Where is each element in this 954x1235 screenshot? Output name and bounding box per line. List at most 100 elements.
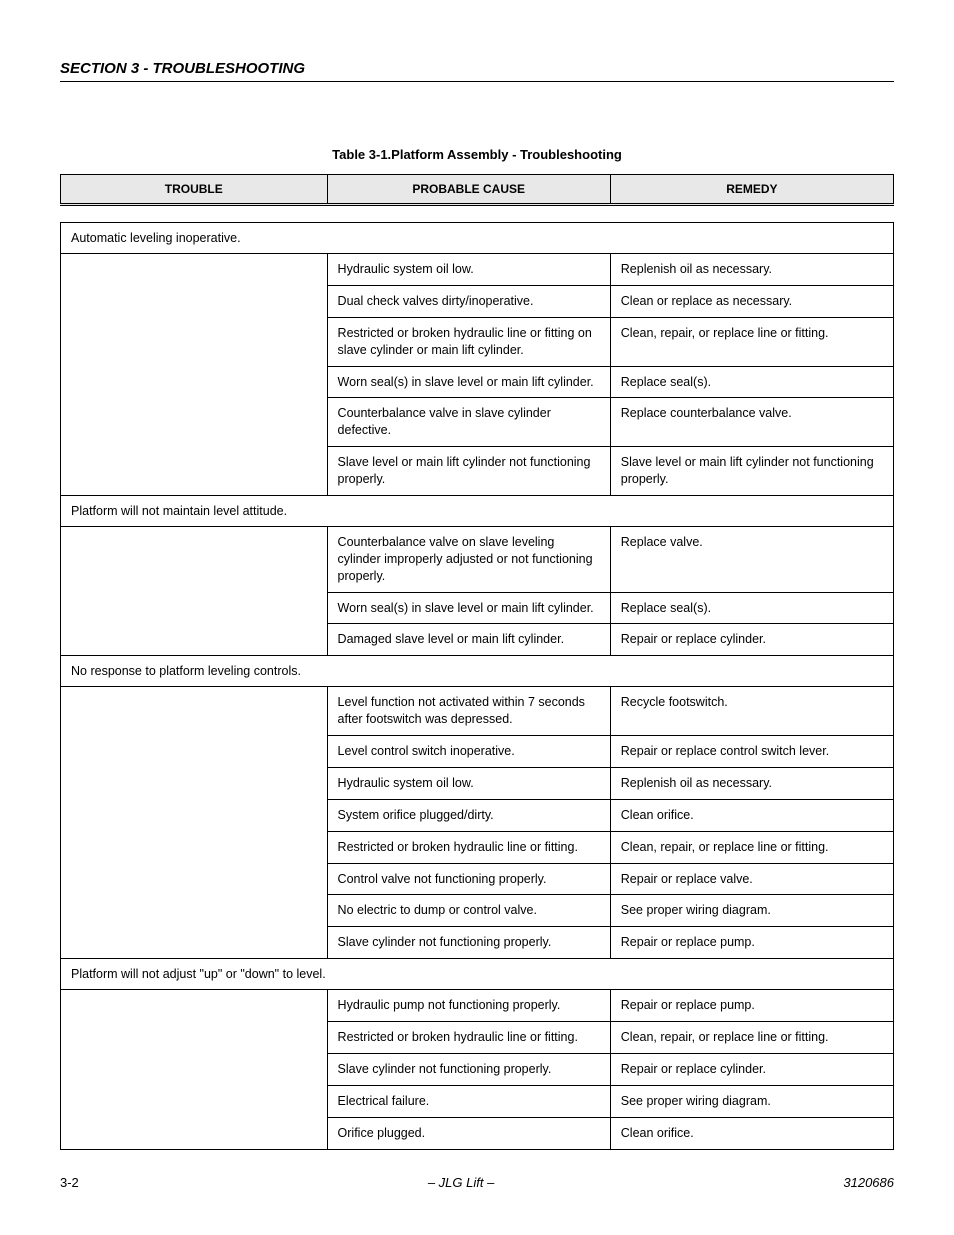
cause-cell: Restricted or broken hydraulic line or f…	[327, 1022, 610, 1054]
table-row: No electric to dump or control valve.See…	[61, 895, 894, 927]
table-row: Level function not activated within 7 se…	[61, 687, 894, 736]
cause-cell: Restricted or broken hydraulic line or f…	[327, 831, 610, 863]
trouble-cell: Platform will not maintain level attitud…	[61, 495, 894, 526]
table-row: Hydraulic system oil low.Replenish oil a…	[61, 767, 894, 799]
cause-cell: Worn seal(s) in slave level or main lift…	[327, 592, 610, 624]
cause-cell: Hydraulic system oil low.	[327, 254, 610, 286]
trouble-cell: Automatic leveling inoperative.	[61, 223, 894, 254]
table-caption: Table 3-1.Platform Assembly - Troublesho…	[60, 147, 894, 162]
col-header-remedy: REMEDY	[610, 175, 893, 205]
trouble-empty-cell	[61, 1053, 328, 1085]
remedy-cell: Recycle footswitch.	[610, 687, 893, 736]
trouble-empty-cell	[61, 317, 328, 366]
footer-center: – JLG Lift –	[428, 1175, 494, 1190]
cause-cell: Slave cylinder not functioning properly.	[327, 927, 610, 959]
cause-cell: System orifice plugged/dirty.	[327, 799, 610, 831]
section-header: SECTION 3 - TROUBLESHOOTING	[60, 60, 894, 82]
trouble-cell: No response to platform leveling control…	[61, 656, 894, 687]
trouble-empty-cell	[61, 736, 328, 768]
trouble-row: Platform will not adjust "up" or "down" …	[61, 959, 894, 990]
remedy-cell: Replenish oil as necessary.	[610, 767, 893, 799]
table-row: Control valve not functioning properly.R…	[61, 863, 894, 895]
table-row: Restricted or broken hydraulic line or f…	[61, 831, 894, 863]
spacer-row	[61, 205, 894, 223]
footer-right: 3120686	[843, 1175, 894, 1190]
remedy-cell: Replace counterbalance valve.	[610, 398, 893, 447]
remedy-cell: Repair or replace pump.	[610, 990, 893, 1022]
cause-cell: No electric to dump or control valve.	[327, 895, 610, 927]
cause-cell: Hydraulic system oil low.	[327, 767, 610, 799]
remedy-cell: Replenish oil as necessary.	[610, 254, 893, 286]
col-header-cause: PROBABLE CAUSE	[327, 175, 610, 205]
cause-cell: Orifice plugged.	[327, 1117, 610, 1149]
page-footer: 3-2 – JLG Lift – 3120686	[60, 1175, 894, 1190]
cause-cell: Counterbalance valve in slave cylinder d…	[327, 398, 610, 447]
table-header-row: TROUBLE PROBABLE CAUSE REMEDY	[61, 175, 894, 205]
remedy-cell: Replace seal(s).	[610, 366, 893, 398]
table-row: Counterbalance valve on slave leveling c…	[61, 526, 894, 592]
remedy-cell: Slave level or main lift cylinder not fu…	[610, 447, 893, 496]
cause-cell: Slave level or main lift cylinder not fu…	[327, 447, 610, 496]
trouble-empty-cell	[61, 285, 328, 317]
remedy-cell: Repair or replace pump.	[610, 927, 893, 959]
remedy-cell: Clean, repair, or replace line or fittin…	[610, 1022, 893, 1054]
trouble-empty-cell	[61, 254, 328, 286]
trouble-cell: Platform will not adjust "up" or "down" …	[61, 959, 894, 990]
remedy-cell: Repair or replace control switch lever.	[610, 736, 893, 768]
trouble-row: Platform will not maintain level attitud…	[61, 495, 894, 526]
table-row: Slave cylinder not functioning properly.…	[61, 1053, 894, 1085]
table-row: Orifice plugged.Clean orifice.	[61, 1117, 894, 1149]
remedy-cell: See proper wiring diagram.	[610, 1085, 893, 1117]
trouble-row: Automatic leveling inoperative.	[61, 223, 894, 254]
remedy-cell: See proper wiring diagram.	[610, 895, 893, 927]
table-row: Restricted or broken hydraulic line or f…	[61, 1022, 894, 1054]
trouble-empty-cell	[61, 447, 328, 496]
trouble-empty-cell	[61, 398, 328, 447]
remedy-cell: Repair or replace cylinder.	[610, 1053, 893, 1085]
table-row: Worn seal(s) in slave level or main lift…	[61, 592, 894, 624]
trouble-empty-cell	[61, 831, 328, 863]
cause-cell: Control valve not functioning properly.	[327, 863, 610, 895]
cause-cell: Restricted or broken hydraulic line or f…	[327, 317, 610, 366]
cause-cell: Slave cylinder not functioning properly.	[327, 1053, 610, 1085]
trouble-empty-cell	[61, 624, 328, 656]
trouble-empty-cell	[61, 526, 328, 592]
trouble-empty-cell	[61, 687, 328, 736]
trouble-empty-cell	[61, 863, 328, 895]
remedy-cell: Clean orifice.	[610, 799, 893, 831]
trouble-empty-cell	[61, 592, 328, 624]
trouble-empty-cell	[61, 799, 328, 831]
col-header-trouble: TROUBLE	[61, 175, 328, 205]
table-row: Hydraulic pump not functioning properly.…	[61, 990, 894, 1022]
trouble-empty-cell	[61, 1085, 328, 1117]
footer-page-number: 3-2	[60, 1175, 79, 1190]
trouble-empty-cell	[61, 767, 328, 799]
trouble-empty-cell	[61, 366, 328, 398]
table-row: Level control switch inoperative.Repair …	[61, 736, 894, 768]
table-row: Counterbalance valve in slave cylinder d…	[61, 398, 894, 447]
table-row: Electrical failure.See proper wiring dia…	[61, 1085, 894, 1117]
remedy-cell: Clean, repair, or replace line or fittin…	[610, 831, 893, 863]
cause-cell: Electrical failure.	[327, 1085, 610, 1117]
cause-cell: Level function not activated within 7 se…	[327, 687, 610, 736]
troubleshooting-table: TROUBLE PROBABLE CAUSE REMEDY Automatic …	[60, 174, 894, 1150]
table-row: Restricted or broken hydraulic line or f…	[61, 317, 894, 366]
table-row: Hydraulic system oil low.Replenish oil a…	[61, 254, 894, 286]
table-row: Slave cylinder not functioning properly.…	[61, 927, 894, 959]
remedy-cell: Clean orifice.	[610, 1117, 893, 1149]
cause-cell: Counterbalance valve on slave leveling c…	[327, 526, 610, 592]
cause-cell: Dual check valves dirty/inoperative.	[327, 285, 610, 317]
trouble-empty-cell	[61, 895, 328, 927]
table-row: Slave level or main lift cylinder not fu…	[61, 447, 894, 496]
table-row: Worn seal(s) in slave level or main lift…	[61, 366, 894, 398]
table-row: Dual check valves dirty/inoperative.Clea…	[61, 285, 894, 317]
remedy-cell: Clean or replace as necessary.	[610, 285, 893, 317]
remedy-cell: Repair or replace cylinder.	[610, 624, 893, 656]
remedy-cell: Replace valve.	[610, 526, 893, 592]
table-row: Damaged slave level or main lift cylinde…	[61, 624, 894, 656]
trouble-row: No response to platform leveling control…	[61, 656, 894, 687]
remedy-cell: Replace seal(s).	[610, 592, 893, 624]
cause-cell: Hydraulic pump not functioning properly.	[327, 990, 610, 1022]
cause-cell: Worn seal(s) in slave level or main lift…	[327, 366, 610, 398]
cause-cell: Level control switch inoperative.	[327, 736, 610, 768]
